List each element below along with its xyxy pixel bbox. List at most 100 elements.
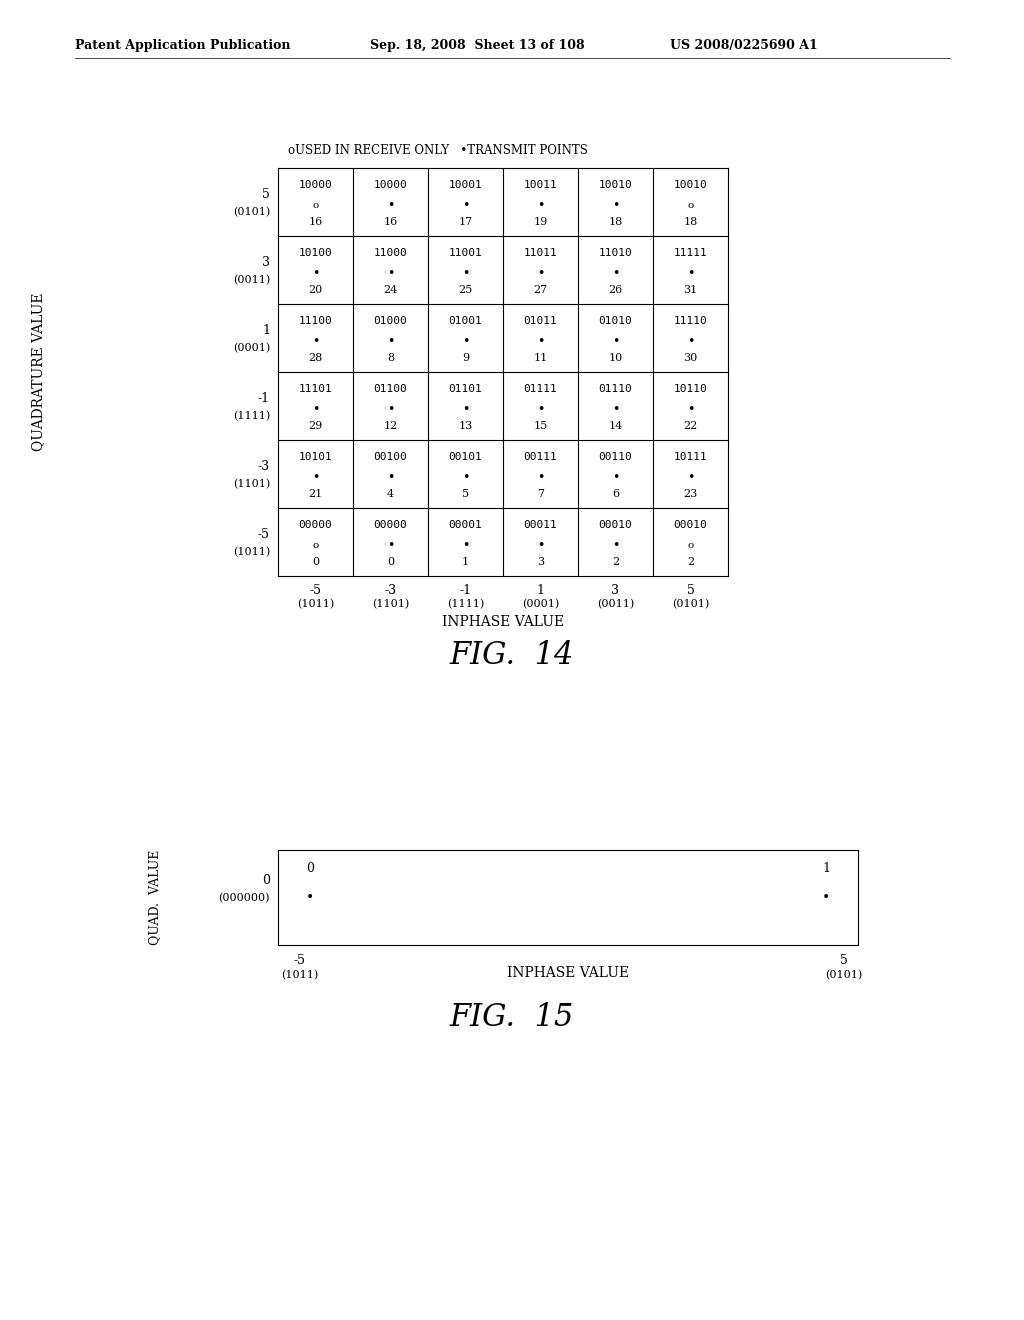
Text: 11011: 11011: [523, 248, 557, 257]
Text: QUAD.  VALUE: QUAD. VALUE: [148, 850, 162, 945]
Text: 22: 22: [683, 421, 697, 432]
Text: FIG.  15: FIG. 15: [450, 1002, 574, 1032]
Text: 00100: 00100: [374, 451, 408, 462]
Text: •: •: [611, 198, 620, 211]
Text: 11: 11: [534, 352, 548, 363]
Text: 11110: 11110: [674, 315, 708, 326]
Text: 2: 2: [612, 557, 620, 568]
Text: 00001: 00001: [449, 520, 482, 531]
Text: 0: 0: [306, 862, 314, 874]
Text: •: •: [611, 539, 620, 552]
Text: 27: 27: [534, 285, 548, 294]
Text: 01111: 01111: [523, 384, 557, 393]
Text: •: •: [611, 470, 620, 483]
Text: 01100: 01100: [374, 384, 408, 393]
Text: •: •: [537, 403, 544, 416]
Text: •: •: [687, 403, 694, 416]
Text: 31: 31: [683, 285, 697, 294]
Text: 16: 16: [308, 216, 323, 227]
Text: o: o: [687, 201, 693, 210]
Text: 17: 17: [459, 216, 472, 227]
Text: •: •: [537, 539, 544, 552]
Text: •: •: [687, 470, 694, 483]
Text: US 2008/0225690 A1: US 2008/0225690 A1: [670, 40, 818, 53]
Text: 10101: 10101: [299, 451, 333, 462]
Text: 01000: 01000: [374, 315, 408, 326]
Text: •: •: [462, 267, 469, 280]
Text: 1: 1: [462, 557, 469, 568]
Text: 11000: 11000: [374, 248, 408, 257]
Text: •: •: [821, 891, 830, 906]
Text: o: o: [312, 540, 318, 549]
Text: 19: 19: [534, 216, 548, 227]
Text: 00110: 00110: [599, 451, 633, 462]
Text: •: •: [387, 403, 394, 416]
Text: (1101): (1101): [232, 479, 270, 490]
Text: (1111): (1111): [446, 599, 484, 609]
Text: INPHASE VALUE: INPHASE VALUE: [442, 615, 564, 630]
Text: 6: 6: [612, 488, 620, 499]
Text: Patent Application Publication: Patent Application Publication: [75, 40, 291, 53]
Text: •: •: [537, 334, 544, 347]
Text: 13: 13: [459, 421, 473, 432]
Text: -1: -1: [460, 583, 472, 597]
Text: 00010: 00010: [674, 520, 708, 531]
Text: 11111: 11111: [674, 248, 708, 257]
Text: •: •: [306, 891, 314, 906]
Text: 00011: 00011: [523, 520, 557, 531]
Text: 1: 1: [537, 583, 545, 597]
Text: 5: 5: [462, 488, 469, 499]
Text: -5: -5: [309, 583, 322, 597]
Text: 23: 23: [683, 488, 697, 499]
Text: (1111): (1111): [232, 411, 270, 421]
Text: 16: 16: [383, 216, 397, 227]
Text: 10000: 10000: [374, 180, 408, 190]
Text: (1011): (1011): [282, 970, 318, 981]
Text: -5: -5: [258, 528, 270, 540]
Text: -5: -5: [294, 954, 306, 968]
Text: •: •: [462, 198, 469, 211]
Text: 01001: 01001: [449, 315, 482, 326]
Text: •: •: [462, 334, 469, 347]
Text: 0: 0: [387, 557, 394, 568]
Text: (0001): (0001): [522, 599, 559, 609]
Text: 8: 8: [387, 352, 394, 363]
Text: 1: 1: [262, 323, 270, 337]
Text: •: •: [611, 267, 620, 280]
Text: 00010: 00010: [599, 520, 633, 531]
Text: •: •: [462, 403, 469, 416]
Text: (0101): (0101): [672, 599, 710, 609]
Text: -3: -3: [384, 583, 396, 597]
Text: •: •: [387, 539, 394, 552]
Text: •: •: [387, 267, 394, 280]
Text: (0011): (0011): [232, 275, 270, 285]
Text: 26: 26: [608, 285, 623, 294]
Text: o: o: [687, 540, 693, 549]
Text: 11010: 11010: [599, 248, 633, 257]
Text: 3: 3: [537, 557, 544, 568]
Text: •: •: [611, 334, 620, 347]
Text: 10010: 10010: [599, 180, 633, 190]
Text: o: o: [312, 201, 318, 210]
Text: INPHASE VALUE: INPHASE VALUE: [507, 966, 629, 979]
Text: 24: 24: [383, 285, 397, 294]
Text: (000000): (000000): [218, 892, 270, 903]
Text: 5: 5: [686, 583, 694, 597]
Text: •: •: [462, 470, 469, 483]
Text: •: •: [687, 334, 694, 347]
Text: 10010: 10010: [674, 180, 708, 190]
Text: 01011: 01011: [523, 315, 557, 326]
Text: 5: 5: [840, 954, 848, 968]
Text: 00000: 00000: [299, 520, 333, 531]
Text: 3: 3: [611, 583, 620, 597]
Text: 10000: 10000: [299, 180, 333, 190]
Text: •: •: [537, 198, 544, 211]
Text: -3: -3: [258, 459, 270, 473]
Text: 01101: 01101: [449, 384, 482, 393]
Text: FIG.  14: FIG. 14: [450, 640, 574, 672]
Text: •: •: [312, 403, 319, 416]
Text: (0101): (0101): [232, 207, 270, 218]
Text: QUADRATURE VALUE: QUADRATURE VALUE: [31, 293, 45, 451]
Text: (0101): (0101): [825, 970, 862, 981]
Text: •: •: [537, 470, 544, 483]
